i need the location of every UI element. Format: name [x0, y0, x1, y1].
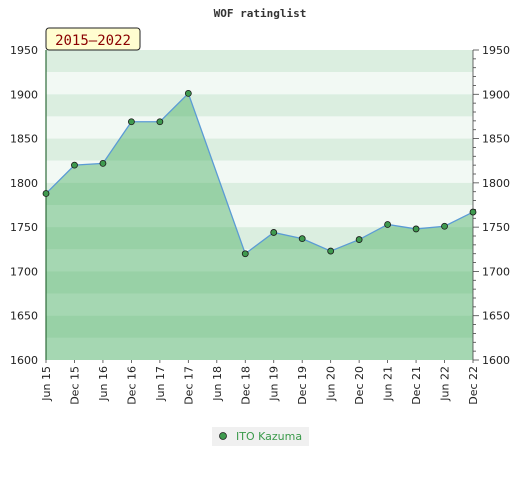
y-tick-label-left: 1600	[10, 354, 38, 367]
y-tick-label-right: 1850	[482, 133, 510, 146]
y-tick-label-left: 1650	[10, 310, 38, 323]
chart-title: WOF ratinglist	[214, 7, 307, 20]
x-tick-label: Dec 18	[239, 366, 252, 405]
period-badge: 2015–2022	[45, 27, 141, 51]
background-bands	[46, 50, 473, 360]
data-point	[156, 118, 164, 126]
data-point	[298, 235, 306, 243]
y-tick-label-left: 1700	[10, 265, 38, 278]
grid-band	[46, 315, 473, 338]
x-tick-label: Jun 22	[439, 366, 452, 402]
legend-label: ITO Kazuma	[236, 430, 302, 443]
x-tick-label: Dec 15	[68, 366, 81, 405]
x-tick-label: Dec 22	[467, 366, 480, 405]
grid-band	[46, 271, 473, 294]
data-point	[270, 229, 278, 236]
legend-marker	[219, 432, 227, 440]
y-tick-label-right: 1600	[482, 354, 510, 367]
series-area	[46, 93, 473, 360]
y-tick-label-left: 1800	[10, 177, 38, 190]
x-tick-label: Jun 21	[382, 366, 395, 402]
y-tick-label-right: 1900	[482, 88, 510, 101]
data-point	[42, 190, 50, 197]
data-point	[241, 250, 249, 258]
y-tick-label-right: 1950	[482, 44, 510, 57]
data-point	[384, 221, 392, 228]
grid-band	[46, 72, 473, 95]
x-tick-label: Jun 20	[325, 366, 338, 402]
x-tick-label: Jun 17	[154, 366, 167, 402]
grid-band	[46, 160, 473, 183]
grid-band	[46, 138, 473, 161]
grid-band	[46, 50, 473, 73]
y-tick-label-right: 1650	[482, 310, 510, 323]
x-tick-label: Dec 21	[410, 366, 423, 405]
axis-layer: 1600 1600 1650 1650 1700 1700 1750 1750 1800 1800…	[10, 44, 510, 405]
grid-band	[46, 293, 473, 316]
x-tick-label: Dec 16	[125, 366, 138, 405]
y-tick-label-left: 1750	[10, 221, 38, 234]
data-point	[127, 118, 135, 126]
data-point	[71, 161, 78, 169]
data-point	[99, 159, 107, 167]
x-tick-label: Jun 16	[97, 366, 110, 402]
x-tick-label: Dec 17	[182, 366, 195, 405]
grid-band	[46, 249, 473, 272]
y-tick-label-right: 1700	[482, 265, 510, 278]
data-point	[184, 90, 192, 97]
y-tick-label-left: 1850	[10, 133, 38, 146]
data-point	[469, 208, 477, 216]
data-point	[327, 247, 335, 255]
grid-band	[46, 94, 473, 117]
grid-band	[46, 337, 473, 360]
grid-band	[46, 227, 473, 250]
data-point	[441, 222, 448, 230]
x-tick-label: Jun 19	[268, 366, 281, 402]
grid-band	[46, 182, 473, 205]
data-point	[355, 236, 363, 243]
x-tick-label: Dec 20	[353, 366, 366, 405]
x-tick-label: Jun 18	[211, 366, 224, 402]
y-tick-label-left: 1900	[10, 88, 38, 101]
marker-layer	[42, 90, 477, 258]
legend: ITO Kazuma	[212, 427, 309, 446]
y-tick-label-left: 1950	[10, 44, 38, 57]
x-tick-label: Jun 15	[40, 366, 53, 402]
y-tick-label-right: 1800	[482, 177, 510, 190]
period-badge-label: 2015–2022	[55, 33, 131, 49]
x-tick-label: Dec 19	[296, 366, 309, 405]
grid-band	[46, 116, 473, 139]
grid-band	[46, 205, 473, 228]
y-tick-label-right: 1750	[482, 221, 510, 234]
data-point	[412, 225, 420, 233]
